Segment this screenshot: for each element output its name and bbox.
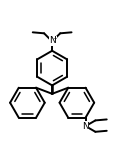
Text: N: N [82,122,89,131]
Text: $^+$: $^+$ [51,35,58,44]
Text: N: N [49,36,56,45]
